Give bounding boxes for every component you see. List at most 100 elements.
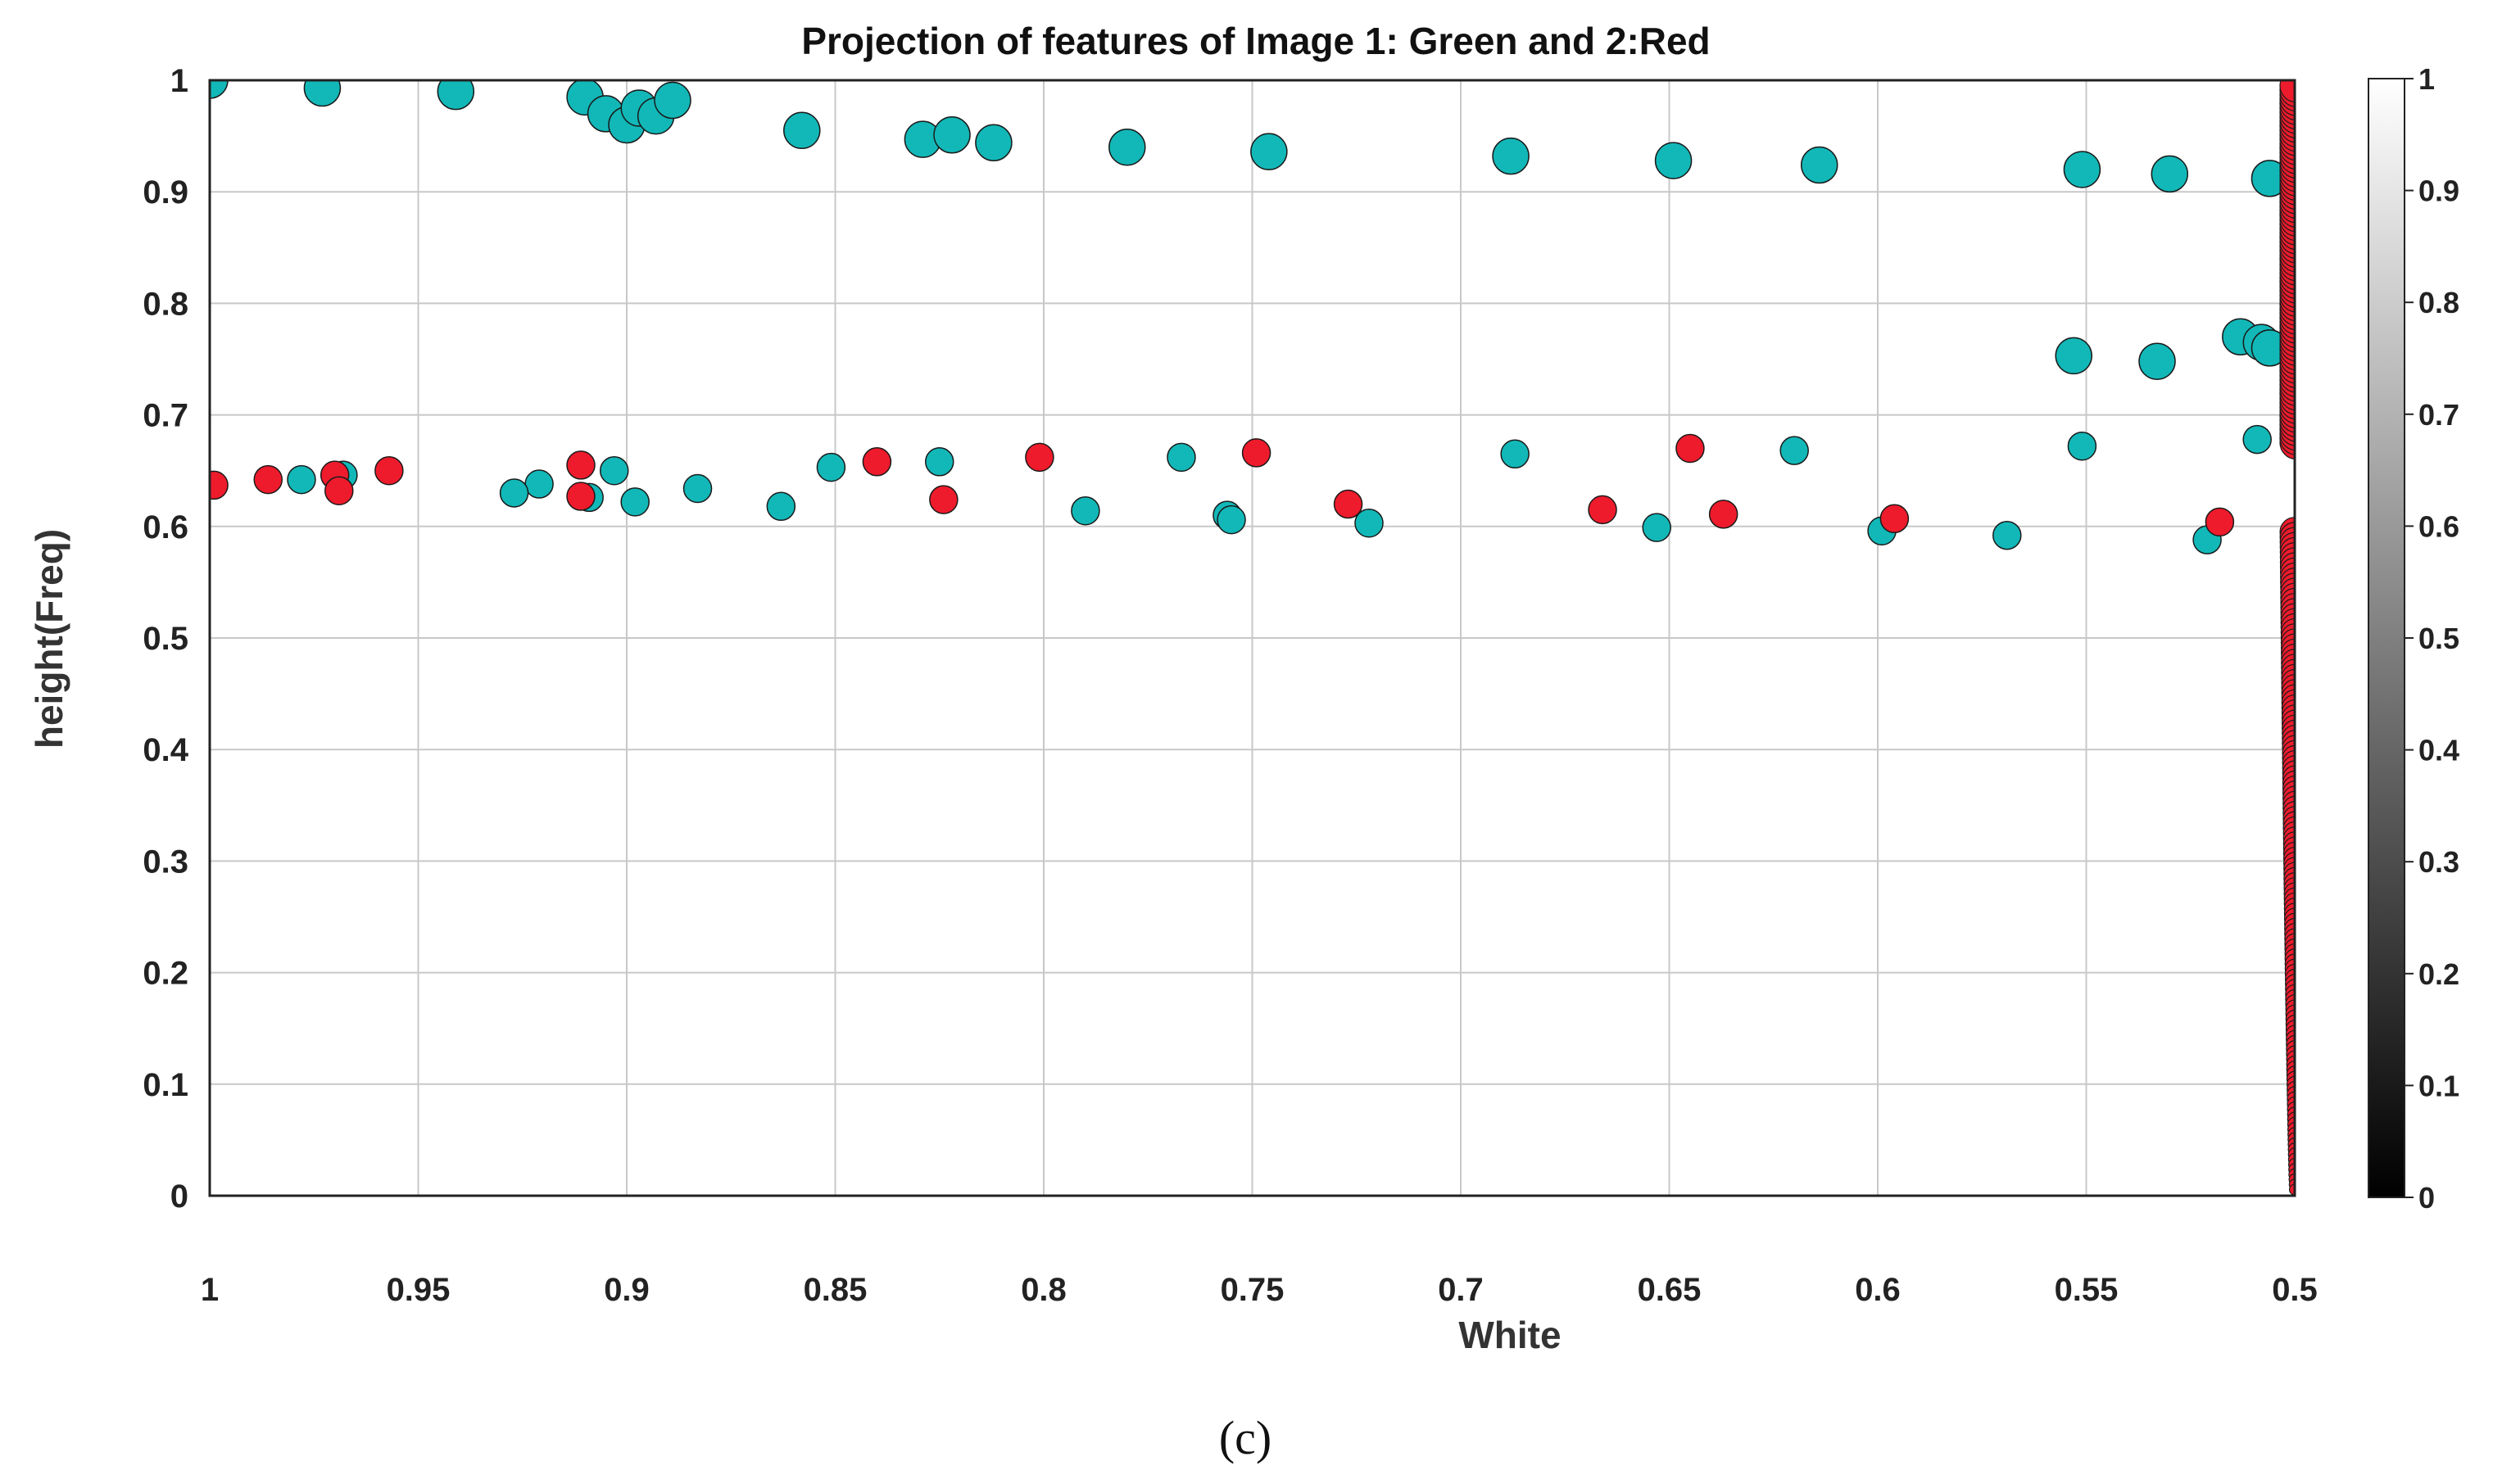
series-1-point-31 <box>925 447 954 477</box>
chart-title: Projection of features of Image 1: Green… <box>801 20 1710 62</box>
series-1-point-46 <box>1642 513 1671 542</box>
x-tick-label-9: 0.55 <box>2055 1272 2119 1308</box>
plot-frame <box>208 79 2296 1197</box>
x-tick-label-10: 0.5 <box>2272 1272 2318 1308</box>
series-2-point-16 <box>2205 507 2235 537</box>
x-tick-label-0: 1 <box>201 1272 219 1308</box>
series-1-point-35 <box>287 464 316 495</box>
series-1-point-27 <box>2067 431 2097 461</box>
x-axis-label: White <box>1458 1314 1561 1356</box>
series-1-point-8 <box>654 81 691 120</box>
series-1-point-19 <box>2151 155 2189 193</box>
series-1-point-33 <box>599 455 629 486</box>
series-1-point-21 <box>2055 337 2092 375</box>
y-tick-label-6: 0.6 <box>143 509 188 545</box>
series-1-point-11 <box>933 115 971 154</box>
colorbar-tick-label-9: 0.9 <box>2418 174 2459 208</box>
colorbar <box>2368 78 2405 1198</box>
series-1-point-2 <box>437 80 475 111</box>
series-1-point-18 <box>2063 151 2101 188</box>
series-2-point-6 <box>566 482 596 511</box>
x-tick-label-4: 0.8 <box>1021 1272 1067 1308</box>
series-1-point-29 <box>1500 439 1530 469</box>
y-tick-label-10: 1 <box>170 63 188 99</box>
colorbar-tick-label-6: 0.6 <box>2418 509 2459 543</box>
series-2-point-12 <box>1588 495 1617 525</box>
series-1-point-42 <box>1071 495 1100 526</box>
series-1 <box>210 80 2289 554</box>
y-tick-label-8: 0.8 <box>143 286 188 322</box>
series-2-point-4 <box>566 450 596 480</box>
series-2-point-15 <box>1879 504 1910 534</box>
series-1-point-14 <box>1250 133 1288 170</box>
data-points <box>210 80 2295 1196</box>
colorbar-tick-label-2: 0.2 <box>2418 957 2459 991</box>
colorbar-tick-label-10: 1 <box>2418 62 2435 96</box>
y-tick-labels: 0 0.1 0.2 0.3 0.4 0.5 0.6 0.7 0.8 0.9 1 <box>143 63 188 1215</box>
x-tick-label-6: 0.7 <box>1438 1272 1484 1308</box>
series-2-point-8 <box>929 485 959 514</box>
series-1-point-36 <box>524 469 554 499</box>
y-axis-label: height(Freq) <box>28 529 70 749</box>
edge-cluster-points <box>2279 80 2295 1196</box>
y-tick-label-3: 0.3 <box>143 844 188 880</box>
series-1-point-32 <box>816 452 846 482</box>
series-1-point-30 <box>1167 442 1196 473</box>
series-2-point-1 <box>253 464 283 495</box>
series-2-point-11 <box>1333 489 1363 519</box>
series-2-point-14 <box>1708 500 1738 529</box>
series-1-point-16 <box>1654 142 1693 179</box>
edge-low-point-131 <box>2288 1183 2295 1196</box>
y-tick-label-4: 0.4 <box>143 732 188 768</box>
series-1-point-40 <box>620 487 650 517</box>
series-1-point-26 <box>2242 424 2272 455</box>
colorbar-tick-label-7: 0.7 <box>2418 398 2459 432</box>
colorbar-tick-labels: 0 0.1 0.2 0.3 0.4 0.5 0.6 0.7 0.8 0.9 1 <box>2405 62 2459 1215</box>
series-2-point-9 <box>1025 442 1054 473</box>
y-tick-label-5: 0.5 <box>143 621 188 657</box>
series-1-point-38 <box>499 478 529 508</box>
series-2-point-13 <box>1675 433 1705 464</box>
x-tick-label-5: 0.75 <box>1221 1272 1285 1308</box>
y-tick-label-2: 0.2 <box>143 956 188 992</box>
series-1-point-37 <box>682 473 713 504</box>
x-tick-label-8: 0.6 <box>1855 1272 1901 1308</box>
series-1-point-44 <box>1217 504 1246 535</box>
x-tick-label-7: 0.65 <box>1638 1272 1702 1308</box>
x-tick-label-3: 0.85 <box>804 1272 868 1308</box>
colorbar-tick-label-4: 0.4 <box>2418 734 2459 767</box>
y-tick-label-9: 0.9 <box>143 174 188 210</box>
colorbar-tick-label-8: 0.8 <box>2418 286 2459 319</box>
edge-high-red-point-80 <box>2279 80 2295 103</box>
series-1-point-48 <box>1992 520 2022 550</box>
series-1-point-0 <box>210 80 229 99</box>
x-tick-label-2: 0.9 <box>604 1272 650 1308</box>
series-2-point-0 <box>210 470 229 500</box>
series-1-point-45 <box>1354 508 1384 538</box>
series-2-point-3 <box>374 455 404 486</box>
series-1-point-28 <box>1779 436 1809 465</box>
colorbar-tick-label-1: 0.1 <box>2418 1069 2459 1102</box>
series-1-point-41 <box>766 491 796 522</box>
x-tick-label-1: 0.95 <box>387 1272 451 1308</box>
colorbar-tick-label-0: 0 <box>2418 1181 2435 1215</box>
y-tick-label-1: 0.1 <box>143 1067 188 1103</box>
y-tick-label-0: 0 <box>170 1179 188 1215</box>
series-2 <box>210 433 2235 537</box>
series-1-point-12 <box>975 124 1013 162</box>
colorbar-tick-label-3: 0.3 <box>2418 845 2459 879</box>
series-1-point-9 <box>783 111 821 150</box>
series-1-point-15 <box>1492 137 1530 175</box>
series-2-point-5 <box>324 476 354 505</box>
series-1-point-22 <box>2138 342 2176 380</box>
x-tick-labels: 1 0.95 0.9 0.85 0.8 0.75 0.7 0.65 0.6 0.55 0.5 <box>201 1272 2318 1308</box>
series-2-point-10 <box>1241 438 1271 468</box>
series-2-point-7 <box>862 447 892 477</box>
grid <box>209 79 2296 1197</box>
series-1-point-13 <box>1108 128 1146 166</box>
series-1-point-17 <box>1800 146 1838 184</box>
figure-caption: (c) <box>1219 1411 1271 1464</box>
y-tick-label-7: 0.7 <box>143 398 188 434</box>
